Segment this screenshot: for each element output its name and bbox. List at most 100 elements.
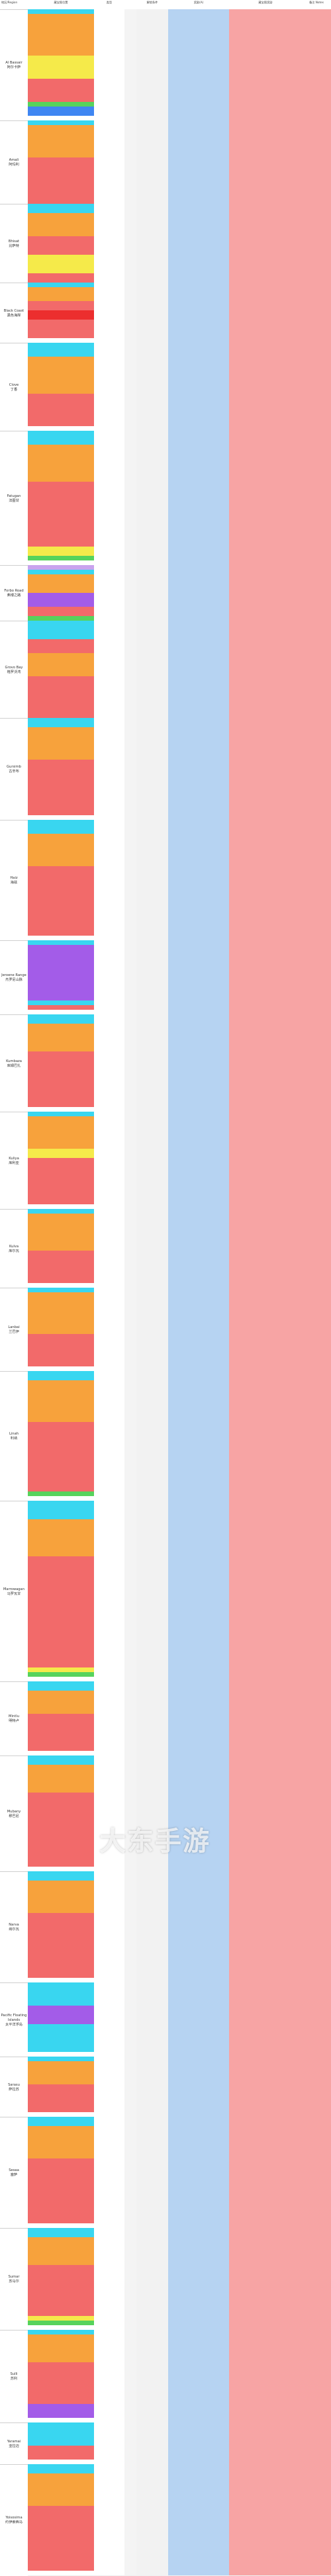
note-cell [302, 2186, 331, 2191]
kind-cell [94, 1524, 124, 1529]
kind-cell [94, 1288, 124, 1292]
note-cell [302, 1306, 331, 1311]
map-reward-cell [229, 551, 302, 556]
kind-cell [94, 2219, 124, 2223]
map-reward-cell [229, 1834, 302, 1839]
kind-cell [94, 2196, 124, 2200]
region-label: Narva 纳尔瓦 [0, 1871, 28, 1983]
note-cell [302, 255, 331, 259]
map-reward-cell [229, 435, 302, 440]
requirement-cell [136, 1042, 168, 1047]
grade-cell [124, 65, 136, 69]
note-cell [302, 2334, 331, 2339]
kind-cell [94, 296, 124, 301]
map-reward-cell [229, 908, 302, 912]
requirement-cell [136, 1056, 168, 1061]
map-reward-cell [229, 801, 302, 806]
reward-cell [168, 1403, 229, 1408]
grade-cell [124, 1144, 136, 1149]
kind-cell [94, 1427, 124, 1431]
map-reward-cell [229, 1000, 302, 1005]
reward-cell [168, 991, 229, 996]
map-name-cell [28, 222, 94, 227]
requirement-cell [136, 658, 168, 662]
map-reward-cell [229, 1876, 302, 1881]
map-name-cell [28, 1135, 94, 1139]
note-cell [302, 148, 331, 153]
grade-cell [124, 2177, 136, 2182]
reward-cell [168, 2020, 229, 2024]
map-name-cell [28, 2548, 94, 2552]
kind-cell [94, 195, 124, 199]
map-name-cell [28, 1246, 94, 1251]
kind-cell [94, 190, 124, 195]
reward-cell [168, 1232, 229, 1237]
requirement-cell [136, 1598, 168, 1603]
reward-cell [168, 2538, 229, 2543]
map-reward-cell [229, 945, 302, 950]
grade-cell [124, 602, 136, 607]
map-reward-cell [229, 1223, 302, 1227]
reward-cell [168, 681, 229, 686]
requirement-cell [136, 83, 168, 88]
map-name-cell [28, 218, 94, 222]
grade-cell [124, 926, 136, 931]
note-cell [302, 1116, 331, 1121]
note-cell [302, 468, 331, 472]
map-reward-cell [229, 2529, 302, 2534]
map-name-cell [28, 736, 94, 741]
grade-cell [124, 1876, 136, 1881]
grade-cell [124, 204, 136, 208]
requirement-cell [136, 1908, 168, 1913]
requirement-cell [136, 792, 168, 797]
grade-cell [124, 2381, 136, 2385]
map-reward-cell [229, 1556, 302, 1561]
reward-cell [168, 1922, 229, 1927]
reward-cell [168, 676, 229, 681]
map-name-cell [28, 2520, 94, 2524]
map-reward-cell [229, 774, 302, 778]
map-reward-cell [229, 1376, 302, 1380]
note-cell [302, 2223, 331, 2228]
requirement-cell [136, 181, 168, 185]
map-name-cell [28, 514, 94, 519]
map-name-cell [28, 394, 94, 398]
kind-cell [94, 1705, 124, 1709]
grade-cell [124, 403, 136, 408]
kind-cell [94, 2497, 124, 2501]
map-name-cell [28, 1010, 94, 1014]
requirement-cell [136, 2543, 168, 2548]
reward-cell [168, 454, 229, 459]
grade-cell [124, 2334, 136, 2339]
grade-cell [124, 1190, 136, 1195]
kind-cell [94, 2358, 124, 2362]
map-reward-cell [229, 1820, 302, 1825]
note-cell [302, 1218, 331, 1223]
map-name-cell [28, 690, 94, 695]
note-cell [302, 2182, 331, 2186]
kind-cell [94, 1885, 124, 1890]
note-cell [302, 1681, 331, 1686]
grade-cell [124, 2020, 136, 2024]
reward-cell [168, 778, 229, 783]
map-name-cell [28, 2362, 94, 2367]
grade-cell [124, 2450, 136, 2455]
map-reward-cell [229, 1042, 302, 1047]
map-name-cell [28, 287, 94, 292]
kind-cell [94, 1251, 124, 1255]
map-name-cell [28, 616, 94, 621]
kind-cell [94, 176, 124, 181]
requirement-cell [136, 2362, 168, 2367]
note-cell [302, 2460, 331, 2464]
kind-cell [94, 709, 124, 713]
note-cell [302, 2214, 331, 2219]
kind-cell [94, 1065, 124, 1070]
kind-cell [94, 2422, 124, 2427]
requirement-cell [136, 134, 168, 139]
kind-cell [94, 2061, 124, 2066]
map-name-cell [28, 2413, 94, 2418]
reward-cell [168, 2348, 229, 2353]
map-name-cell [28, 232, 94, 236]
header-pink: 藏宝图奖励 [258, 1, 273, 4]
grade-cell [124, 769, 136, 774]
